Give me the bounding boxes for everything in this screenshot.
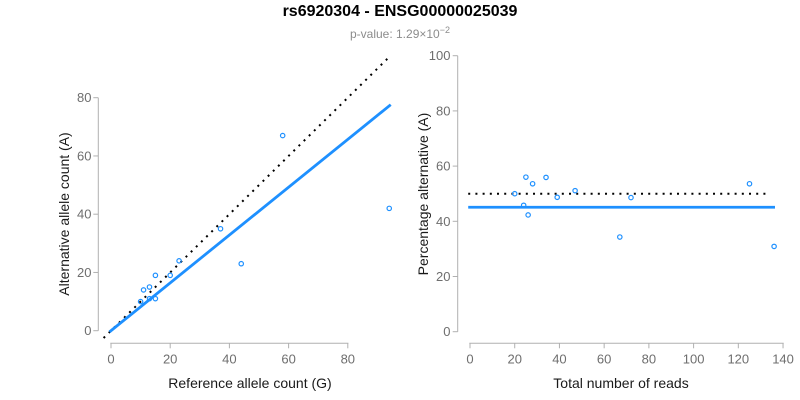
data-point (746, 180, 753, 187)
x-tick-label: 60 (281, 352, 295, 367)
x-tick-label: 80 (341, 352, 355, 367)
fit-line (108, 103, 392, 333)
y-tick-label: 40 (77, 207, 91, 222)
y-tick-label: 80 (436, 103, 450, 118)
data-point (543, 174, 549, 181)
data-point (279, 132, 286, 139)
figure-title: rs6920304 - ENSG00000025039 (282, 3, 518, 20)
y-tick-label: 20 (436, 269, 450, 284)
x-tick-label: 20 (163, 352, 177, 367)
y-tick-label: 60 (77, 148, 91, 163)
data-point (152, 272, 159, 279)
x-tick-label: 0 (107, 352, 114, 367)
x-tick-label: 0 (466, 352, 473, 367)
data-point (520, 202, 527, 209)
right-y-axis-title: Percentage alternative (A) (415, 113, 431, 276)
y-tick-label: 80 (77, 90, 91, 105)
left-x-axis-title: Reference allele count (G) (168, 375, 331, 391)
figure-subtitle: p-value: 1.29×10−2 (0, 25, 800, 41)
identity-line (102, 57, 389, 339)
left-scatter-plot: 0 20 40 60 80 0 20 40 60 80 (77, 57, 393, 367)
left-y-axis-title: Alternative allele count (A) (56, 132, 72, 295)
y-tick-label: 20 (77, 265, 91, 280)
data-point (617, 234, 623, 240)
x-tick-label: 80 (642, 352, 656, 367)
data-point (167, 272, 174, 279)
data-point (146, 295, 153, 302)
data-point (152, 295, 159, 302)
x-tick-label: 40 (222, 352, 236, 367)
data-point (523, 174, 529, 180)
y-tick-label: 40 (436, 214, 450, 229)
right-scatter-plot: 0 20 40 60 80 100 120 140 0 20 40 60 80 100 (429, 48, 794, 366)
data-point (529, 180, 536, 187)
data-point (525, 212, 531, 218)
data-point (238, 260, 245, 267)
data-point (554, 194, 561, 201)
p-value-text: p-value: 1.29×10 (349, 27, 440, 41)
data-point (137, 298, 144, 305)
data-point (386, 205, 393, 212)
x-tick-label: 120 (727, 352, 749, 367)
x-tick-label: 60 (597, 352, 611, 367)
right-x-axis-title: Total number of reads (553, 375, 688, 391)
y-tick-label: 60 (436, 159, 450, 174)
x-tick-label: 20 (507, 352, 521, 367)
x-tick-label: 100 (683, 352, 705, 367)
x-tick-label: 40 (552, 352, 566, 367)
y-tick-label: 100 (429, 48, 451, 63)
y-tick-label: 0 (84, 323, 91, 338)
data-point (628, 194, 634, 201)
data-point (217, 225, 224, 232)
data-point (511, 190, 518, 197)
y-tick-label: 0 (443, 324, 450, 339)
data-point (146, 284, 153, 290)
p-value-exponent: −2 (439, 25, 450, 35)
data-point (140, 287, 147, 293)
data-point (176, 257, 182, 264)
x-tick-label: 140 (772, 352, 794, 367)
data-point (771, 243, 777, 250)
data-point (572, 187, 578, 194)
